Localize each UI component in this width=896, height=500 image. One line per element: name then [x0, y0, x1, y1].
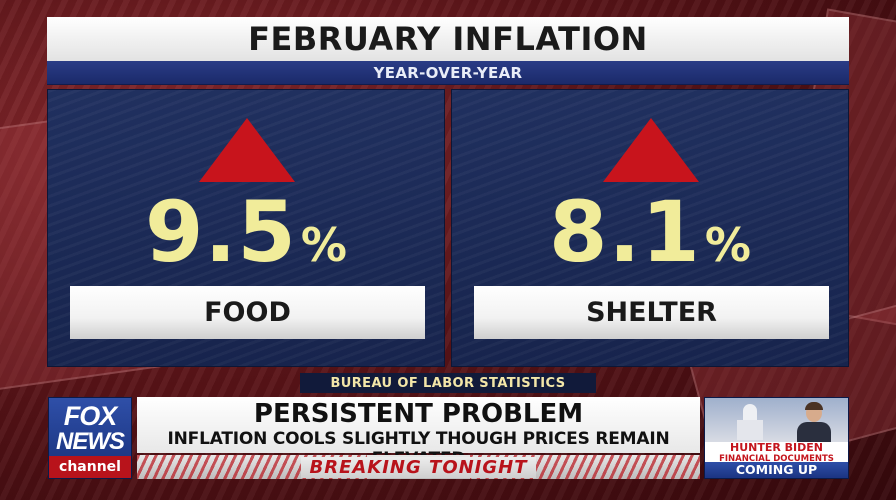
- network-logo: FOX NEWS channel: [48, 397, 132, 479]
- stat-unit: %: [704, 218, 751, 272]
- stat-number: 8.1: [549, 183, 701, 281]
- graphic-subtitle: YEAR-OVER-YEAR: [373, 63, 523, 82]
- promo-status: COMING UP: [705, 462, 848, 478]
- graphic-title: FEBRUARY INFLATION: [248, 20, 648, 58]
- headline: PERSISTENT PROBLEM: [253, 399, 584, 429]
- stat-label-box: SHELTER: [474, 286, 829, 339]
- breaking-banner: BREAKING TONIGHT: [137, 455, 700, 479]
- stat-panel-food: 9.5% FOOD: [47, 89, 445, 367]
- logo-line-2: NEWS: [56, 428, 125, 455]
- capitol-dome-icon: [737, 404, 763, 440]
- stat-label-box: FOOD: [70, 286, 425, 339]
- stat-unit: %: [300, 218, 347, 272]
- logo-line-3: channel: [49, 456, 131, 478]
- stat-category: SHELTER: [586, 297, 717, 328]
- stat-category: FOOD: [204, 297, 291, 328]
- source-text: BUREAU OF LABOR STATISTICS: [330, 375, 566, 391]
- up-arrow-icon: [603, 118, 699, 182]
- headline-box: PERSISTENT PROBLEM INFLATION COOLS SLIGH…: [137, 397, 700, 469]
- stat-number: 9.5: [145, 183, 297, 281]
- coming-up-promo: HUNTER BIDEN FINANCIAL DOCUMENTS PROBE C…: [704, 397, 849, 479]
- stat-panel-shelter: 8.1% SHELTER: [451, 89, 849, 367]
- source-bar: BUREAU OF LABOR STATISTICS: [300, 373, 596, 393]
- stat-value: 8.1%: [452, 190, 848, 274]
- logo-line-1: FOX: [63, 401, 118, 431]
- person-portrait: [797, 402, 831, 442]
- graphic-title-bar: FEBRUARY INFLATION: [47, 17, 849, 61]
- promo-name: HUNTER BIDEN: [705, 442, 848, 454]
- graphic-subtitle-bar: YEAR-OVER-YEAR: [47, 61, 849, 85]
- up-arrow-icon: [199, 118, 295, 182]
- breaking-banner-text: BREAKING TONIGHT: [301, 456, 536, 478]
- promo-photo: [705, 398, 848, 442]
- stat-value: 9.5%: [48, 190, 444, 274]
